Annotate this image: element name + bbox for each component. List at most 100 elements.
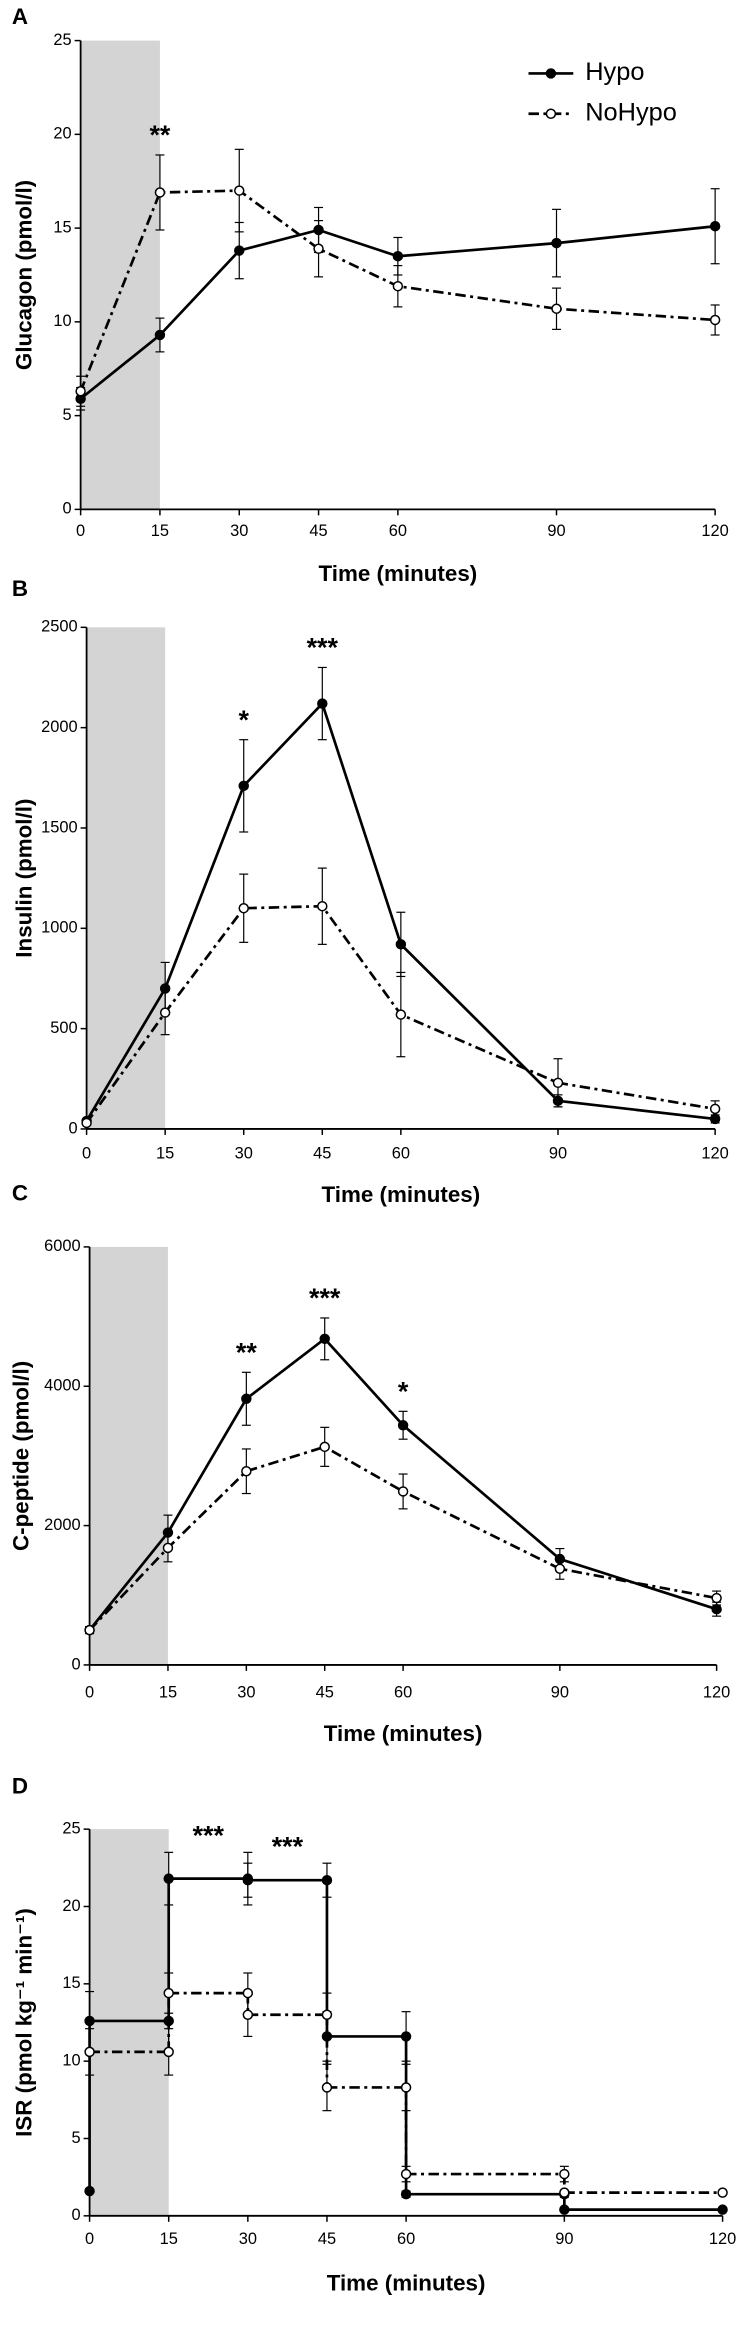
data-point — [159, 1007, 171, 1018]
y-tick-label: 1000 — [41, 919, 78, 937]
data-point — [397, 1486, 409, 1497]
data-point — [313, 243, 324, 254]
data-point — [319, 1333, 330, 1345]
y-tick-label: 2000 — [41, 718, 78, 736]
data-point — [242, 1987, 254, 1999]
x-tick-label: 0 — [82, 1145, 91, 1163]
data-point — [552, 1095, 564, 1107]
data-point — [241, 1393, 252, 1405]
x-tick-label: 45 — [316, 1684, 334, 1702]
panel-label: D — [12, 1773, 28, 1798]
data-point — [395, 939, 407, 950]
data-point — [711, 1592, 722, 1604]
legend-label: NoHypo — [585, 98, 677, 126]
panel-label: C — [12, 1181, 28, 1206]
data-point — [400, 2188, 412, 2200]
shaded-period — [80, 40, 160, 510]
x-tick-label: 0 — [85, 1684, 94, 1702]
y-tick-label: 0 — [71, 2206, 80, 2224]
shaded-period — [86, 627, 166, 1129]
y-tick-label: 10 — [62, 2052, 80, 2070]
data-point — [321, 2082, 333, 2093]
x-tick-label: 45 — [309, 522, 327, 540]
y-tick-label: 2500 — [41, 618, 78, 636]
data-point — [75, 386, 86, 397]
data-point — [711, 1603, 722, 1615]
x-tick-label: 0 — [85, 2230, 94, 2248]
x-tick-label: 120 — [709, 2230, 736, 2248]
data-point — [321, 2009, 333, 2020]
x-tick-label: 60 — [392, 1145, 410, 1163]
legend-marker — [545, 108, 557, 119]
x-axis-label: Time (minutes) — [321, 1182, 480, 1207]
data-point — [392, 281, 404, 292]
y-tick-label: 500 — [50, 1019, 77, 1037]
data-point — [162, 1527, 174, 1538]
significance: * — [238, 705, 249, 735]
x-tick-label: 30 — [237, 1684, 255, 1702]
y-tick-label: 0 — [63, 500, 72, 518]
shaded-period — [89, 1829, 169, 2216]
x-tick-label: 45 — [313, 1145, 331, 1163]
x-tick-label: 30 — [230, 522, 248, 540]
significance: *** — [307, 633, 339, 663]
significance: *** — [309, 1283, 341, 1313]
significance: *** — [272, 1831, 304, 1861]
data-point — [84, 2185, 95, 2197]
data-point — [397, 1420, 409, 1431]
data-point — [234, 185, 245, 196]
data-point — [321, 2031, 333, 2042]
data-point — [395, 1009, 407, 1020]
data-point — [238, 780, 249, 792]
x-tick-label: 15 — [159, 1684, 177, 1702]
y-tick-label: 0 — [69, 1119, 78, 1137]
data-point — [709, 221, 721, 232]
data-point — [163, 1873, 174, 1884]
y-tick-label: 5 — [63, 406, 72, 424]
y-tick-label: 20 — [53, 125, 71, 143]
data-point — [392, 251, 404, 262]
y-tick-label: 2000 — [44, 1516, 80, 1534]
x-tick-label: 60 — [389, 522, 407, 540]
significance: ** — [236, 1337, 257, 1367]
y-tick-label: 15 — [53, 218, 71, 236]
significance: ** — [149, 120, 170, 150]
data-point — [234, 245, 245, 256]
data-point — [717, 2187, 728, 2198]
x-axis-label: Time (minutes) — [324, 1721, 483, 1746]
y-axis-label: Glucagon (pmol/l) — [11, 180, 36, 370]
x-tick-label: 90 — [549, 1145, 567, 1163]
x-tick-label: 90 — [555, 2230, 573, 2248]
significance: *** — [193, 1821, 225, 1851]
x-tick-label: 120 — [701, 522, 728, 540]
data-point — [400, 2082, 412, 2093]
x-tick-label: 120 — [703, 1684, 730, 1702]
x-axis-label: Time (minutes) — [327, 2270, 486, 2295]
y-tick-label: 0 — [71, 1655, 80, 1673]
data-point — [241, 1466, 252, 1477]
y-tick-label: 4000 — [44, 1377, 80, 1395]
data-point — [163, 2015, 174, 2027]
data-point — [551, 237, 562, 249]
data-point — [559, 2204, 570, 2215]
x-tick-label: 90 — [551, 1684, 569, 1702]
shaded-period — [89, 1246, 168, 1665]
data-point — [400, 2031, 412, 2042]
legend-label: Hypo — [585, 58, 644, 86]
y-tick-label: 10 — [53, 312, 71, 330]
x-tick-label: 60 — [394, 1684, 412, 1702]
y-tick-label: 25 — [62, 1819, 80, 1837]
data-point — [162, 1542, 174, 1554]
data-point — [84, 1624, 95, 1636]
y-axis-label: Insulin (pmol/l) — [11, 799, 36, 958]
x-axis-label: Time (minutes) — [319, 561, 478, 586]
data-point — [154, 329, 166, 341]
data-point — [709, 1113, 721, 1125]
data-point — [163, 2046, 174, 2058]
data-point — [242, 1874, 254, 1886]
data-point — [554, 1563, 566, 1575]
data-point — [81, 1117, 92, 1129]
y-tick-label: 15 — [62, 1974, 80, 1992]
y-tick-label: 20 — [62, 1897, 80, 1915]
data-point — [317, 901, 328, 912]
